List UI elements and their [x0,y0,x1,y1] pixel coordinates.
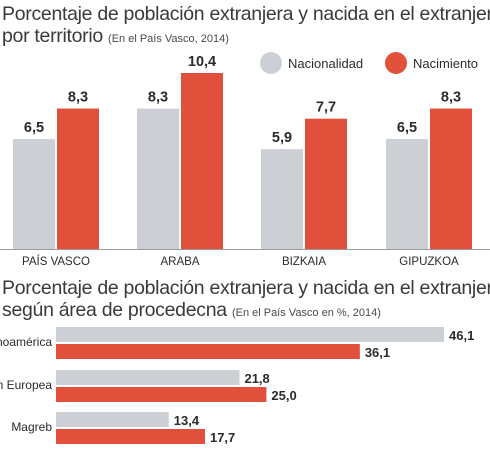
value-label-pais-vasco-nacimiento: 8,3 [68,90,88,106]
value-label-gipuzkoa-nacionalidad: 6,5 [397,120,417,136]
chart2-title-line1: Porcentaje de población extranjera y nac… [2,277,490,299]
value-label-pais-vasco-nacionalidad: 6,5 [24,120,44,136]
chart1-title: Porcentaje de población extranjera y nac… [2,3,490,50]
bar-araba-nacimiento [181,73,223,249]
bar-bizkaia-nacimiento [305,118,347,249]
chart1-title-line2: por territorio [2,25,103,47]
bar-union-europea-series-2 [56,387,267,402]
legend-label-nacimiento: Nacimiento [413,56,478,71]
bar-union-europea-series-1 [56,370,240,385]
value-label-union-europea-series-1: 21,8 [244,371,269,386]
legend-label-nacionalidad: Nacionalidad [288,56,363,71]
value-label-latinoamerica-series-1: 46,1 [449,328,474,343]
value-label-union-europea-series-2: 25,0 [271,388,296,403]
value-label-bizkaia-nacimiento: 7,7 [316,100,336,116]
legend-swatch-nacionalidad [260,52,282,74]
territory-bar-chart: Nacionalidad Nacimiento 6,5 8,3 PAÍS VASCO 8,… [0,52,490,268]
value-label-magreb-series-2: 17,7 [210,430,235,445]
category-label-latinoamerica: Latinoamérica [0,335,52,349]
value-label-magreb-series-1: 13,4 [174,413,200,428]
legend-swatch-nacimiento [385,52,407,74]
bar-magreb-series-2 [56,429,205,444]
bar-pais-vasco-nacimiento [57,108,99,250]
bar-gipuzkoa-nacimiento [430,108,472,250]
chart1-title-line1: Porcentaje de población extranjera y nac… [2,3,490,25]
chart2-title: Porcentaje de población extranjera y nac… [2,277,490,324]
category-label-pais-vasco: PAÍS VASCO [22,255,90,268]
category-label-magreb: Magreb [11,420,52,434]
value-label-latinoamerica-series-2: 36,1 [365,345,390,360]
value-label-bizkaia-nacionalidad: 5,9 [272,130,292,146]
bar-bizkaia-nacionalidad [261,149,303,249]
bar-gipuzkoa-nacionalidad [386,139,428,249]
bar-pais-vasco-nacionalidad [13,139,55,249]
category-label-union-europea: Unión Europea [0,378,52,392]
value-label-araba-nacionalidad: 8,3 [148,90,168,106]
chart2-title-line2: según área de procedecna [2,299,227,321]
bar-latinoamerica-series-1 [56,327,444,342]
bar-magreb-series-1 [56,412,169,427]
bar-araba-nacionalidad [137,108,179,250]
value-label-araba-nacimiento: 10,4 [188,54,216,70]
bar-latinoamerica-series-2 [56,344,360,359]
category-label-bizkaia: BIZKAIA [282,256,326,268]
chart2-subtitle: (En el País Vasco en %, 2014) [231,307,381,319]
value-label-gipuzkoa-nacimiento: 8,3 [441,90,461,106]
category-label-gipuzkoa: GIPUZKOA [399,256,459,268]
category-label-araba: ARABA [161,256,200,268]
chart1-subtitle: (En el País Vasco, 2014) [108,33,229,45]
